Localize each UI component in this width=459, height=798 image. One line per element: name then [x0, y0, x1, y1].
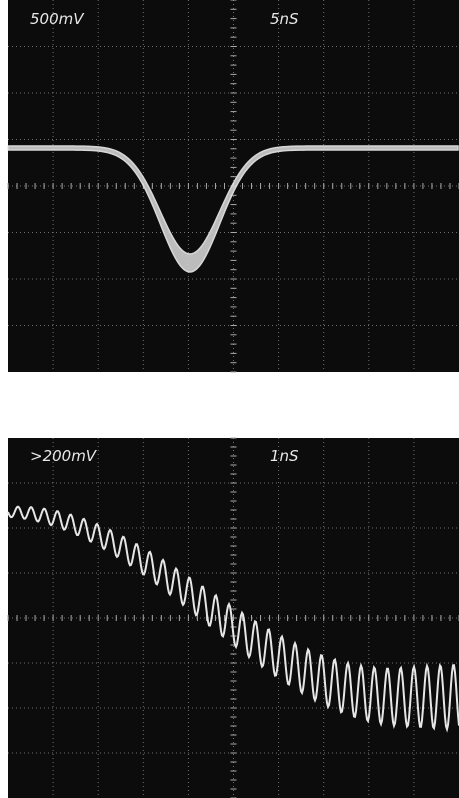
time-per-div-label: 5nS	[270, 10, 299, 28]
scope-screen-top: 500mV 5nS	[7, 0, 459, 373]
waveform-trace	[7, 145, 459, 273]
time-per-div-label: 1nS	[270, 447, 299, 465]
volts-per-div-label: 500mV	[30, 10, 85, 28]
scope-screen-bottom: >200mV 1nS	[7, 437, 459, 798]
volts-per-div-label: >200mV	[30, 447, 98, 465]
waveform-trace	[7, 505, 459, 733]
